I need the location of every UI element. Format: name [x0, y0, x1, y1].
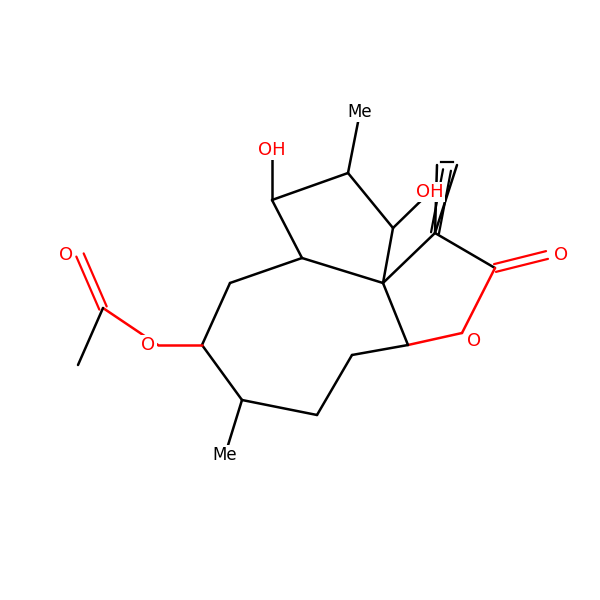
Text: OH: OH: [416, 183, 444, 201]
Text: O: O: [141, 336, 155, 354]
Text: O: O: [554, 246, 568, 264]
Text: OH: OH: [258, 141, 286, 159]
Text: Me: Me: [347, 103, 373, 121]
Text: O: O: [59, 246, 73, 264]
Text: O: O: [467, 332, 481, 350]
Text: Me: Me: [212, 446, 238, 464]
